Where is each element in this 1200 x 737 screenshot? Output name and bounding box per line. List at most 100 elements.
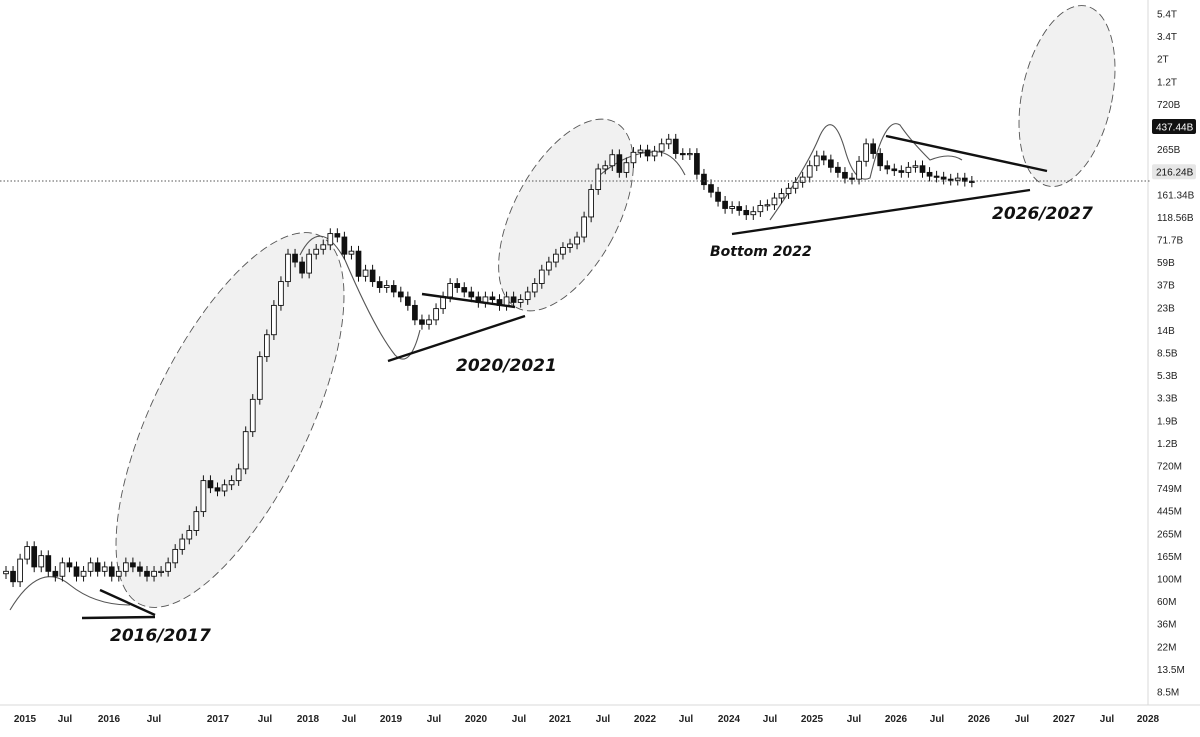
candle-body: [313, 248, 320, 255]
candle-body: [426, 319, 432, 325]
y-tick-label: 8.5B: [1157, 349, 1178, 360]
y-tick-label: 165M: [1157, 552, 1182, 563]
y-tick-label: 216.24B: [1156, 168, 1194, 179]
candle-body: [10, 570, 16, 583]
candle-body: [546, 261, 552, 271]
candle-body: [947, 178, 954, 181]
candle-body: [376, 281, 383, 289]
candle-body: [101, 566, 108, 572]
candle-body: [158, 570, 164, 573]
x-tick-label: 2016: [98, 714, 121, 725]
candle-body: [249, 398, 256, 433]
x-tick-label: 2021: [549, 714, 572, 725]
candle-body: [447, 283, 454, 298]
x-tick-label: Jul: [596, 714, 611, 725]
candle-body: [207, 480, 214, 489]
candle-body: [940, 176, 947, 180]
y-tick-label: 265M: [1157, 529, 1182, 540]
candle-body: [256, 356, 263, 400]
candle-body: [454, 283, 461, 289]
candle-body: [73, 566, 80, 577]
candle-body: [179, 538, 186, 550]
y-tick-label: 22M: [1157, 642, 1176, 653]
x-axis: 2015 Jul 2016 Jul 2017 Jul 2018 Jul 2019 Jul 2020 J…: [14, 714, 1160, 725]
y-tick-label: 5.4T: [1157, 10, 1177, 21]
candle-body: [80, 570, 87, 577]
x-tick-label: Jul: [342, 714, 357, 725]
candle-body: [884, 165, 891, 170]
candle-body: [383, 285, 390, 289]
y-tick-label: 37B: [1157, 281, 1175, 292]
candle-body: [489, 296, 496, 301]
candle-body: [193, 511, 200, 531]
y-tick-label: 14B: [1157, 326, 1175, 337]
candle-body: [743, 209, 750, 216]
y-tick-label: 100M: [1157, 575, 1182, 586]
candle-body: [679, 153, 686, 156]
candle-body: [750, 211, 757, 216]
candle-body: [799, 176, 806, 183]
candle-body: [397, 291, 404, 298]
candle-body: [115, 570, 122, 577]
y-tick-label: 1.2B: [1157, 439, 1178, 450]
y-tick-label: 749M: [1157, 484, 1182, 495]
price-badge-light: [1152, 164, 1196, 180]
candle-body: [405, 296, 411, 306]
candle-body: [849, 177, 855, 180]
price-badge-dark: [1152, 119, 1196, 134]
x-tick-label: 2024: [718, 714, 741, 725]
candle-body: [24, 546, 31, 560]
x-tick-label: 2015: [14, 714, 37, 725]
candle-body: [644, 149, 651, 157]
candle-body: [778, 193, 785, 199]
y-tick-label: 60M: [1157, 597, 1176, 608]
y-tick-label: 437.44B: [1156, 123, 1194, 134]
candle-body: [108, 566, 115, 577]
candle-body: [235, 468, 242, 482]
candle-body: [729, 206, 736, 209]
trend-lines: [81, 134, 1048, 620]
candle-body: [461, 287, 468, 293]
y-axis: 5.4T 3.4T 2T 1.2T 720B 437.44B 265B 216.24B 161.…: [1152, 10, 1196, 699]
candle-body: [658, 143, 665, 152]
candle-body: [722, 200, 728, 209]
candle-body: [538, 269, 545, 284]
x-tick-label: 2020: [465, 714, 488, 725]
candle-body: [468, 291, 475, 298]
candle-body: [863, 143, 869, 162]
cycle-arc: [9, 576, 131, 611]
candle-body: [299, 261, 305, 274]
chart-grid: [0, 0, 1200, 706]
x-tick-label: 2027: [1053, 714, 1076, 725]
candle-body: [334, 233, 341, 238]
y-tick-label: 8.5M: [1157, 688, 1179, 699]
candle-body: [221, 484, 228, 492]
candle-body: [433, 308, 439, 321]
candle-body: [172, 548, 179, 564]
candle-body: [701, 173, 707, 186]
candle-body: [877, 153, 884, 167]
candle-body: [17, 558, 23, 583]
candle-body: [144, 570, 150, 577]
y-tick-label: 1.2T: [1157, 77, 1177, 88]
candle-body: [623, 162, 630, 173]
x-tick-label: 2028: [1137, 714, 1160, 725]
annotation-label: 2016/2017: [110, 626, 211, 646]
candle-body: [856, 160, 862, 180]
candle-body: [595, 168, 602, 191]
candle-body: [278, 281, 284, 306]
candle-body: [3, 570, 9, 575]
candle-body: [933, 175, 940, 178]
candle-body: [412, 304, 418, 321]
candle-body: [524, 291, 531, 301]
candle-body: [242, 431, 249, 470]
candle-body: [736, 206, 743, 211]
x-tick-label: 2018: [297, 714, 320, 725]
x-tick-label: Jul: [427, 714, 442, 725]
x-tick-label: Jul: [258, 714, 273, 725]
candle-body: [362, 269, 369, 277]
candle-body: [122, 562, 129, 572]
candle-body: [151, 570, 157, 577]
x-tick-label: Jul: [512, 714, 527, 725]
